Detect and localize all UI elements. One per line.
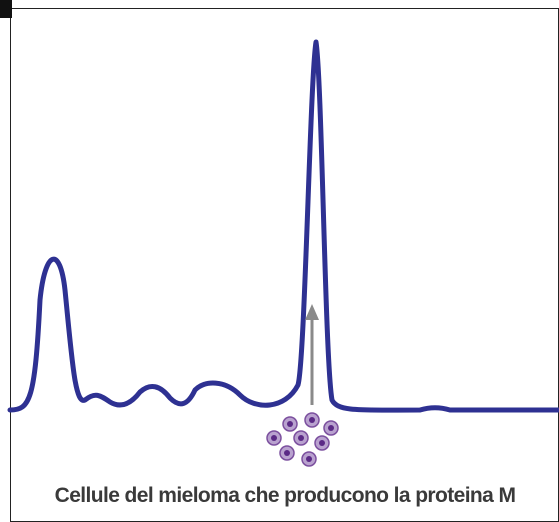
- cell: [324, 421, 338, 435]
- cell: [283, 417, 297, 431]
- cell: [302, 452, 316, 466]
- cell: [305, 413, 319, 427]
- frame: [11, 9, 559, 522]
- cell: [315, 436, 329, 450]
- caption: Cellule del mieloma che producono la pro…: [55, 484, 516, 507]
- cell: [294, 431, 308, 445]
- corner-mark: [0, 0, 12, 18]
- diagram: Cellule del mieloma che producono la pro…: [0, 0, 559, 522]
- cell: [280, 446, 294, 460]
- cell: [267, 431, 281, 445]
